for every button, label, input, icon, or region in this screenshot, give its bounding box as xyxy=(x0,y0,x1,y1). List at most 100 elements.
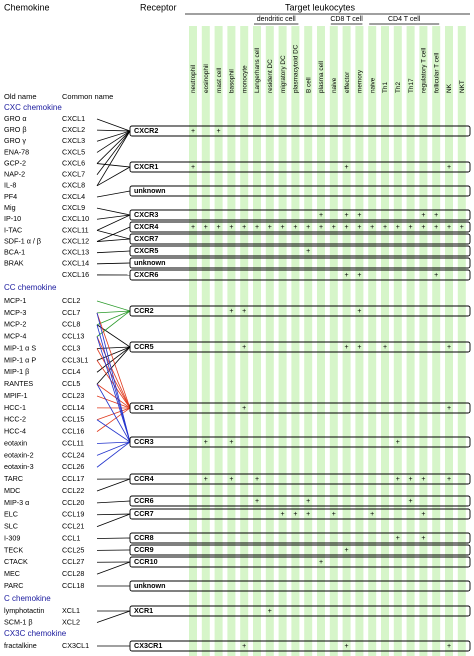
common-name: CCL25 xyxy=(62,545,84,554)
connection-line xyxy=(96,395,131,409)
receptor-name: CCR5 xyxy=(134,342,154,351)
column-label: Langerhans cell xyxy=(254,48,261,93)
receptor-box xyxy=(129,495,471,507)
common-name: CXCL2 xyxy=(62,125,85,134)
header-target: Target leukocytes xyxy=(285,2,356,12)
column-stripe xyxy=(457,26,466,656)
old-name: IL-8 xyxy=(4,181,16,190)
column-stripe xyxy=(432,26,441,656)
receptor-name: CXCR7 xyxy=(134,234,158,243)
column-stripe xyxy=(419,26,428,656)
receptor-name: CXCR1 xyxy=(134,162,158,171)
plus: + xyxy=(345,272,349,279)
old-name: MIP-1 β xyxy=(4,367,29,376)
old-name: RANTES xyxy=(4,379,33,388)
plus: + xyxy=(357,224,361,231)
common-name: CXCL12 xyxy=(62,236,89,245)
old-name: MPIF-1 xyxy=(4,391,28,400)
plus: + xyxy=(421,476,425,483)
connection-line xyxy=(96,441,131,456)
plus: + xyxy=(255,224,259,231)
connection-line xyxy=(96,214,131,231)
old-name: Mig xyxy=(4,203,16,212)
old-name: CTACK xyxy=(4,557,28,566)
plus: + xyxy=(357,308,361,315)
old-name: I-TAC xyxy=(4,225,22,234)
common-name: CCL19 xyxy=(62,510,84,519)
receptor-name: CXCR2 xyxy=(134,126,158,135)
receptor-name: CCR9 xyxy=(134,545,154,554)
receptor-name: CXCR6 xyxy=(134,270,158,279)
receptor-box xyxy=(129,556,471,568)
plus: + xyxy=(204,476,208,483)
receptor-box xyxy=(129,221,471,233)
receptor-box xyxy=(129,305,471,317)
common-name: CCL18 xyxy=(62,581,84,590)
group-label: CD8 T cell xyxy=(330,16,363,23)
common-name: CCL3 xyxy=(62,343,80,352)
plus: + xyxy=(345,224,349,231)
old-name: MIP-1 α P xyxy=(4,355,36,364)
common-name: CCL3L1 xyxy=(62,355,88,364)
connection-line xyxy=(96,500,131,504)
plus: + xyxy=(421,224,425,231)
column-stripe xyxy=(342,26,351,656)
common-name: CCL5 xyxy=(62,379,80,388)
common-name: CCL27 xyxy=(62,557,84,566)
column-label: NKT xyxy=(459,80,466,93)
plus: + xyxy=(345,344,349,351)
receptor-name: CCR6 xyxy=(134,496,154,505)
header-common-name: Common name xyxy=(62,92,113,101)
content: neutrophil eosinophil mast cell basophil mon… xyxy=(4,16,471,652)
common-name: CCL23 xyxy=(62,391,84,400)
plus: + xyxy=(409,476,413,483)
receptor-name: CXCR3 xyxy=(134,210,158,219)
column-label: memory xyxy=(357,69,364,93)
old-name: NAP-2 xyxy=(4,170,25,179)
connection-line xyxy=(96,130,131,142)
plus: + xyxy=(191,224,195,231)
receptor-box xyxy=(129,341,471,353)
connection-line xyxy=(96,513,131,516)
connection-line xyxy=(96,262,131,265)
common-name: XCL2 xyxy=(62,617,80,626)
header-receptor: Receptor xyxy=(140,2,177,12)
plus: + xyxy=(447,405,451,412)
connection-line xyxy=(96,441,131,444)
column-label: migratory DC xyxy=(280,55,287,93)
connection-line xyxy=(96,419,131,443)
receptor-box xyxy=(129,209,471,221)
connection-line xyxy=(96,383,131,443)
connection-line xyxy=(96,118,131,132)
plus: + xyxy=(460,224,464,231)
plus: + xyxy=(434,272,438,279)
common-name: CCL20 xyxy=(62,498,84,507)
old-name: MDC xyxy=(4,486,20,495)
plus: + xyxy=(306,248,310,255)
plus: + xyxy=(396,224,400,231)
old-name: SCM-1 β xyxy=(4,617,33,626)
plus: + xyxy=(306,498,310,505)
common-name: CCL22 xyxy=(62,486,84,495)
old-name: GRO γ xyxy=(4,136,26,145)
plus: + xyxy=(332,511,336,518)
column-label: naive xyxy=(331,77,338,93)
plus: + xyxy=(357,212,361,219)
plus: + xyxy=(421,212,425,219)
common-name: CXCL4 xyxy=(62,192,85,201)
plus: + xyxy=(421,535,425,542)
old-name: HCC-4 xyxy=(4,427,26,436)
column-stripe xyxy=(445,26,453,656)
plus: + xyxy=(229,476,233,483)
plus: + xyxy=(345,164,349,171)
column-stripe xyxy=(189,26,197,656)
plus: + xyxy=(255,476,259,483)
old-name: MEC xyxy=(4,569,20,578)
old-name: PF4 xyxy=(4,192,17,201)
old-name: MIP-3 α xyxy=(4,498,29,507)
common-name: CXCL13 xyxy=(62,248,89,257)
column-stripe xyxy=(317,26,325,656)
column-stripe xyxy=(329,26,338,656)
column-label: Th2 xyxy=(395,82,402,93)
